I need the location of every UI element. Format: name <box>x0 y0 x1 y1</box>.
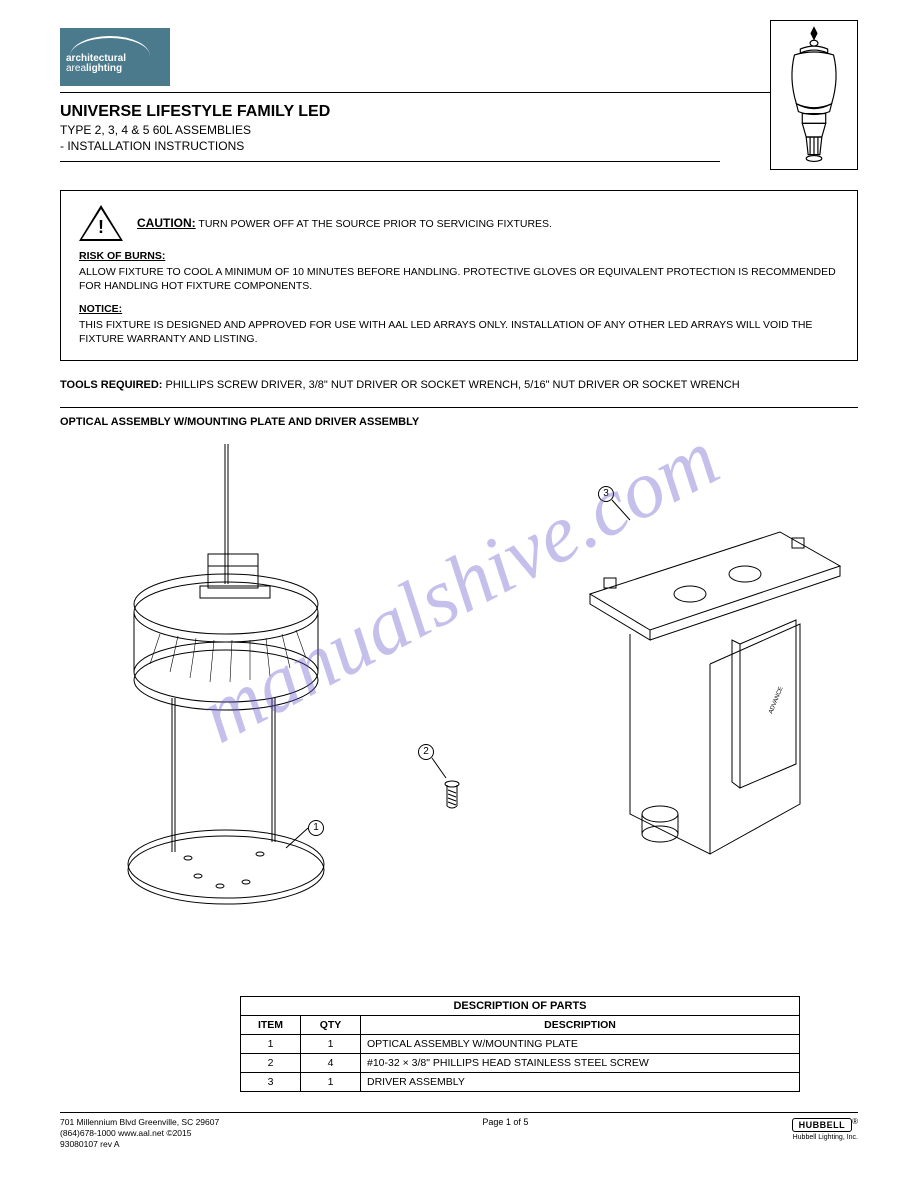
hubbell-sub: Hubbell Lighting, Inc. <box>792 1134 858 1141</box>
page-title: UNIVERSE LIFESTYLE FAMILY LED TYPE 2, 3,… <box>60 103 330 153</box>
caution-label: CAUTION: <box>137 216 196 230</box>
cell: 1 <box>301 1035 361 1054</box>
table-row: 2 4 #10-32 × 3/8" PHILLIPS HEAD STAINLES… <box>241 1054 800 1073</box>
caution-box: ! CAUTION: TURN POWER OFF AT THE SOURCE … <box>60 190 858 361</box>
cell: 1 <box>301 1073 361 1092</box>
parts-table-wrap: DESCRIPTION OF PARTS ITEM QTY DESCRIPTIO… <box>240 996 800 1092</box>
parts-table: ITEM QTY DESCRIPTION 1 1 OPTICAL ASSEMBL… <box>240 1015 800 1092</box>
callout-3: 3 <box>598 486 614 502</box>
svg-text:ADVANCE: ADVANCE <box>768 686 784 715</box>
cell: DRIVER ASSEMBLY <box>361 1073 800 1092</box>
page-number: Page 1 of 5 <box>482 1117 528 1127</box>
figure-area: OPTICAL ASSEMBLY W/MOUNTING PLATE AND DR… <box>60 416 858 1006</box>
warning-triangle-icon: ! <box>79 205 123 241</box>
figure-title: OPTICAL ASSEMBLY W/MOUNTING PLATE AND DR… <box>60 416 419 428</box>
risk-of-burns-label: RISK OF BURNS: <box>79 249 839 263</box>
product-icon-frame <box>770 20 858 170</box>
title-main: UNIVERSE LIFESTYLE FAMILY LED <box>60 103 330 121</box>
figure-illustration: ADVANCE <box>60 434 858 994</box>
brand-logo: architectural arealighting <box>60 28 170 86</box>
rule-top <box>60 92 858 93</box>
col-qty: QTY <box>301 1016 361 1035</box>
footer-address: 701 Millennium Blvd Greenville, SC 29607… <box>60 1117 219 1150</box>
cell: #10-32 × 3/8" PHILLIPS HEAD STAINLESS ST… <box>361 1054 800 1073</box>
cell: 1 <box>241 1035 301 1054</box>
callout-1: 1 <box>308 820 324 836</box>
parts-table-caption: DESCRIPTION OF PARTS <box>240 996 800 1015</box>
table-row: 1 1 OPTICAL ASSEMBLY W/MOUNTING PLATE <box>241 1035 800 1054</box>
addr-line2: (864)678-1000 www.aal.net ©2015 <box>60 1128 219 1139</box>
cell: 2 <box>241 1054 301 1073</box>
cell: 4 <box>301 1054 361 1073</box>
cell: 3 <box>241 1073 301 1092</box>
risk-of-burns-text: ALLOW FIXTURE TO COOL A MINIMUM OF 10 MI… <box>79 265 839 293</box>
callout-2: 2 <box>418 744 434 760</box>
logo-line2: area <box>66 63 86 74</box>
table-row: 3 1 DRIVER ASSEMBLY <box>241 1073 800 1092</box>
rule-mid <box>60 407 858 408</box>
hubbell-logo: HUBBELL <box>792 1118 853 1132</box>
rule-title <box>60 161 720 162</box>
title-sub1: TYPE 2, 3, 4 & 5 60L ASSEMBLIES <box>60 123 330 137</box>
tools-list: PHILLIPS SCREW DRIVER, 3/8" NUT DRIVER O… <box>166 379 740 391</box>
notice-text: THIS FIXTURE IS DESIGNED AND APPROVED FO… <box>79 318 839 346</box>
col-desc: DESCRIPTION <box>361 1016 800 1035</box>
tools-required: TOOLS REQUIRED: PHILLIPS SCREW DRIVER, 3… <box>60 379 858 391</box>
tools-heading: TOOLS REQUIRED: <box>60 379 162 391</box>
col-item: ITEM <box>241 1016 301 1035</box>
doc-number: 93080107 rev A <box>60 1139 219 1150</box>
table-header-row: ITEM QTY DESCRIPTION <box>241 1016 800 1035</box>
caution-text: TURN POWER OFF AT THE SOURCE PRIOR TO SE… <box>198 218 552 230</box>
title-sub2: - INSTALLATION INSTRUCTIONS <box>60 139 330 153</box>
addr-line1: 701 Millennium Blvd Greenville, SC 29607 <box>60 1117 219 1128</box>
footer-brand: HUBBELL® Hubbell Lighting, Inc. <box>792 1117 858 1141</box>
page-footer: 701 Millennium Blvd Greenville, SC 29607… <box>60 1112 858 1150</box>
notice-label: NOTICE: <box>79 302 839 316</box>
lantern-icon <box>771 21 857 169</box>
logo-line3: lighting <box>86 63 122 74</box>
cell: OPTICAL ASSEMBLY W/MOUNTING PLATE <box>361 1035 800 1054</box>
